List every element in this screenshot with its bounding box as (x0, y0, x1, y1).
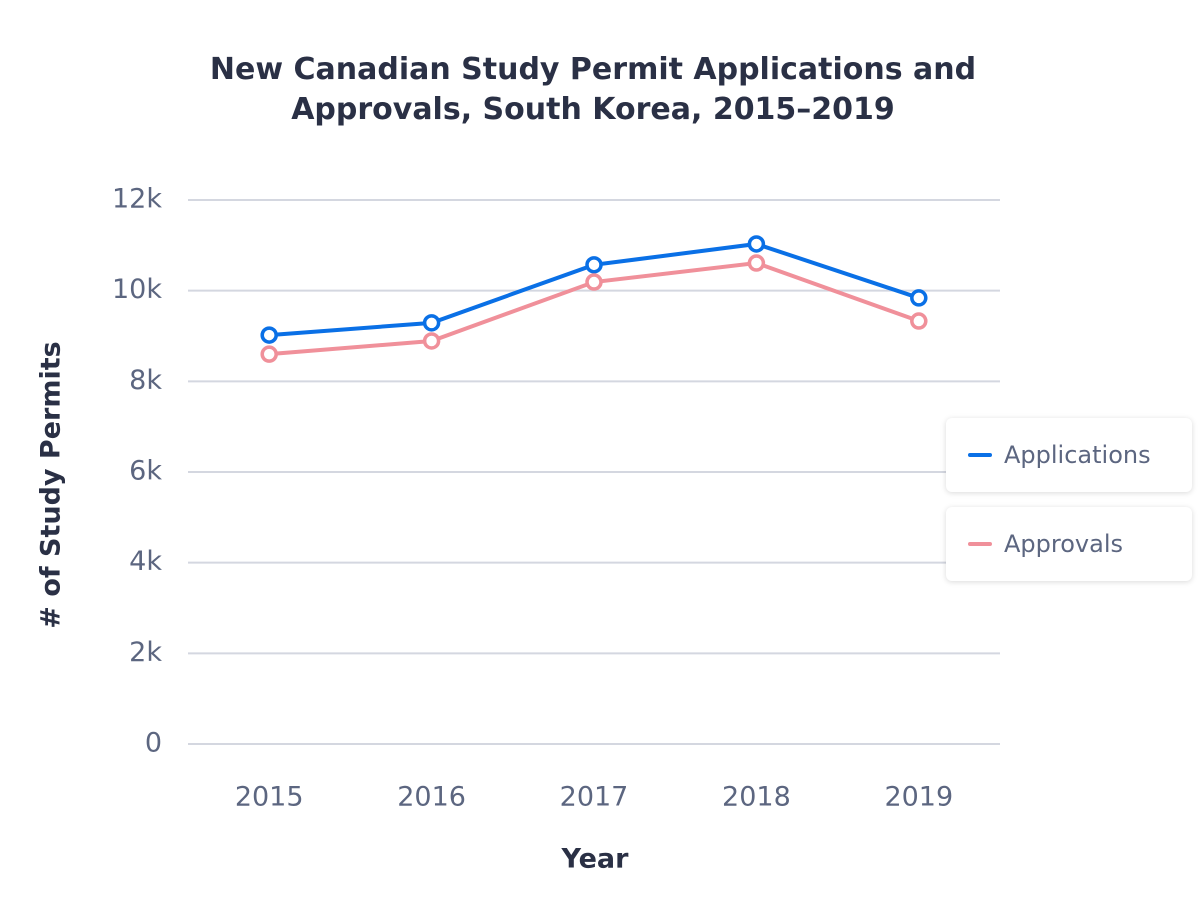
point (585, 273, 603, 291)
point (585, 256, 603, 274)
x-tick-label: 2019 (884, 782, 953, 813)
point (910, 289, 928, 307)
y-tick-label: 12k (112, 184, 162, 215)
x-axis-label: Year (561, 844, 630, 875)
legend-swatch (968, 453, 992, 457)
point (747, 235, 766, 253)
point (260, 326, 278, 344)
x-tick-label: 2018 (722, 782, 791, 813)
legend-item[interactable]: Applications (946, 418, 1192, 492)
legend-swatch (968, 542, 992, 546)
chart-title: New Canadian Study Permit Applications a… (209, 52, 977, 127)
y-tick-label: 4k (129, 546, 162, 577)
x-tick-label: 2015 (235, 782, 304, 813)
x-tick-label: 2016 (397, 782, 466, 813)
point (260, 345, 278, 363)
point (422, 332, 441, 350)
legend-label: Approvals (1004, 530, 1123, 558)
y-tick-label: 6k (129, 456, 162, 487)
y-tick-label: 2k (129, 637, 162, 668)
y-tick-label: 0 (145, 728, 162, 759)
x-tick-label: 2017 (560, 782, 629, 813)
legend-item[interactable]: Approvals (946, 507, 1192, 581)
legend-label: Applications (1004, 441, 1151, 469)
point (910, 312, 928, 330)
y-tick-label: 10k (112, 274, 162, 305)
y-axis-label: # of Study Permits (36, 341, 67, 628)
y-tick-label: 8k (129, 365, 162, 396)
point (422, 314, 441, 332)
point (747, 254, 766, 272)
